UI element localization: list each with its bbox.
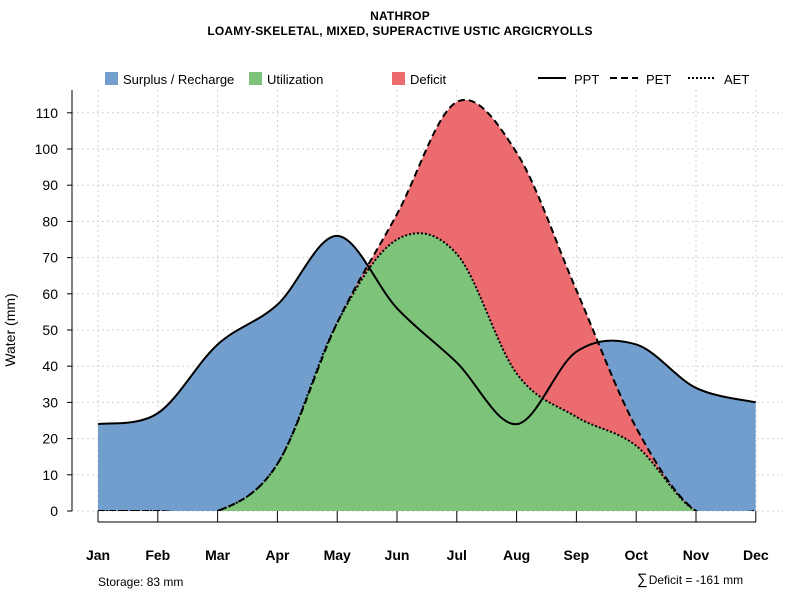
x-tick-label: Oct [625,547,649,563]
legend-swatch [249,72,262,85]
y-tick-label: 100 [35,141,59,157]
x-tick-label: Jul [447,547,467,563]
x-tick-label: Feb [145,547,170,563]
legend-label: PET [646,72,671,87]
x-tick-label: Jan [86,547,110,563]
legend-swatch [105,72,118,85]
sum-icon: ∑ [637,571,648,588]
chart-title: NATHROP [370,9,430,23]
y-tick-label: 50 [42,322,58,338]
y-tick-label: 30 [42,394,58,410]
x-tick-label: Dec [743,547,769,563]
x-tick-label: Aug [503,547,530,563]
y-axis-label: Water (mm) [2,293,18,366]
y-tick-label: 110 [36,105,59,121]
y-tick-label: 90 [42,177,58,193]
legend-label: Deficit [410,72,447,87]
legend-label: PPT [574,72,599,87]
y-tick-label: 0 [50,503,58,519]
deficit-value: Deficit = -161 mm [648,573,744,587]
x-tick-label: Mar [205,547,230,563]
legend: Surplus / Recharge Utilization Deficit PPT P… [105,72,749,87]
y-tick-label: 60 [42,286,58,302]
legend-swatch [392,72,405,85]
ppt-line [98,234,756,426]
legend-label: Utilization [267,72,323,87]
utilization-area [98,233,756,511]
legend-label: Surplus / Recharge [123,72,234,87]
x-tick-label: May [324,547,351,563]
y-tick-label: 10 [42,467,58,483]
legend-label: AET [724,72,749,87]
y-tick-label: 80 [42,213,58,229]
area-layers [98,99,756,511]
x-tick-label: Nov [683,547,710,563]
y-tick-label: 70 [42,250,58,266]
x-tick-label: Sep [564,547,590,563]
storage-note: Storage: 83 mm [98,575,184,589]
y-tick-label: 40 [42,358,58,374]
x-tick-label: Jun [385,547,410,563]
chart-subtitle: LOAMY-SKELETAL, MIXED, SUPERACTIVE USTIC… [207,24,593,38]
y-tick-label: 20 [42,431,58,447]
x-tick-label: Apr [265,547,290,563]
deficit-note: ∑Deficit = -161 mm [637,571,743,588]
